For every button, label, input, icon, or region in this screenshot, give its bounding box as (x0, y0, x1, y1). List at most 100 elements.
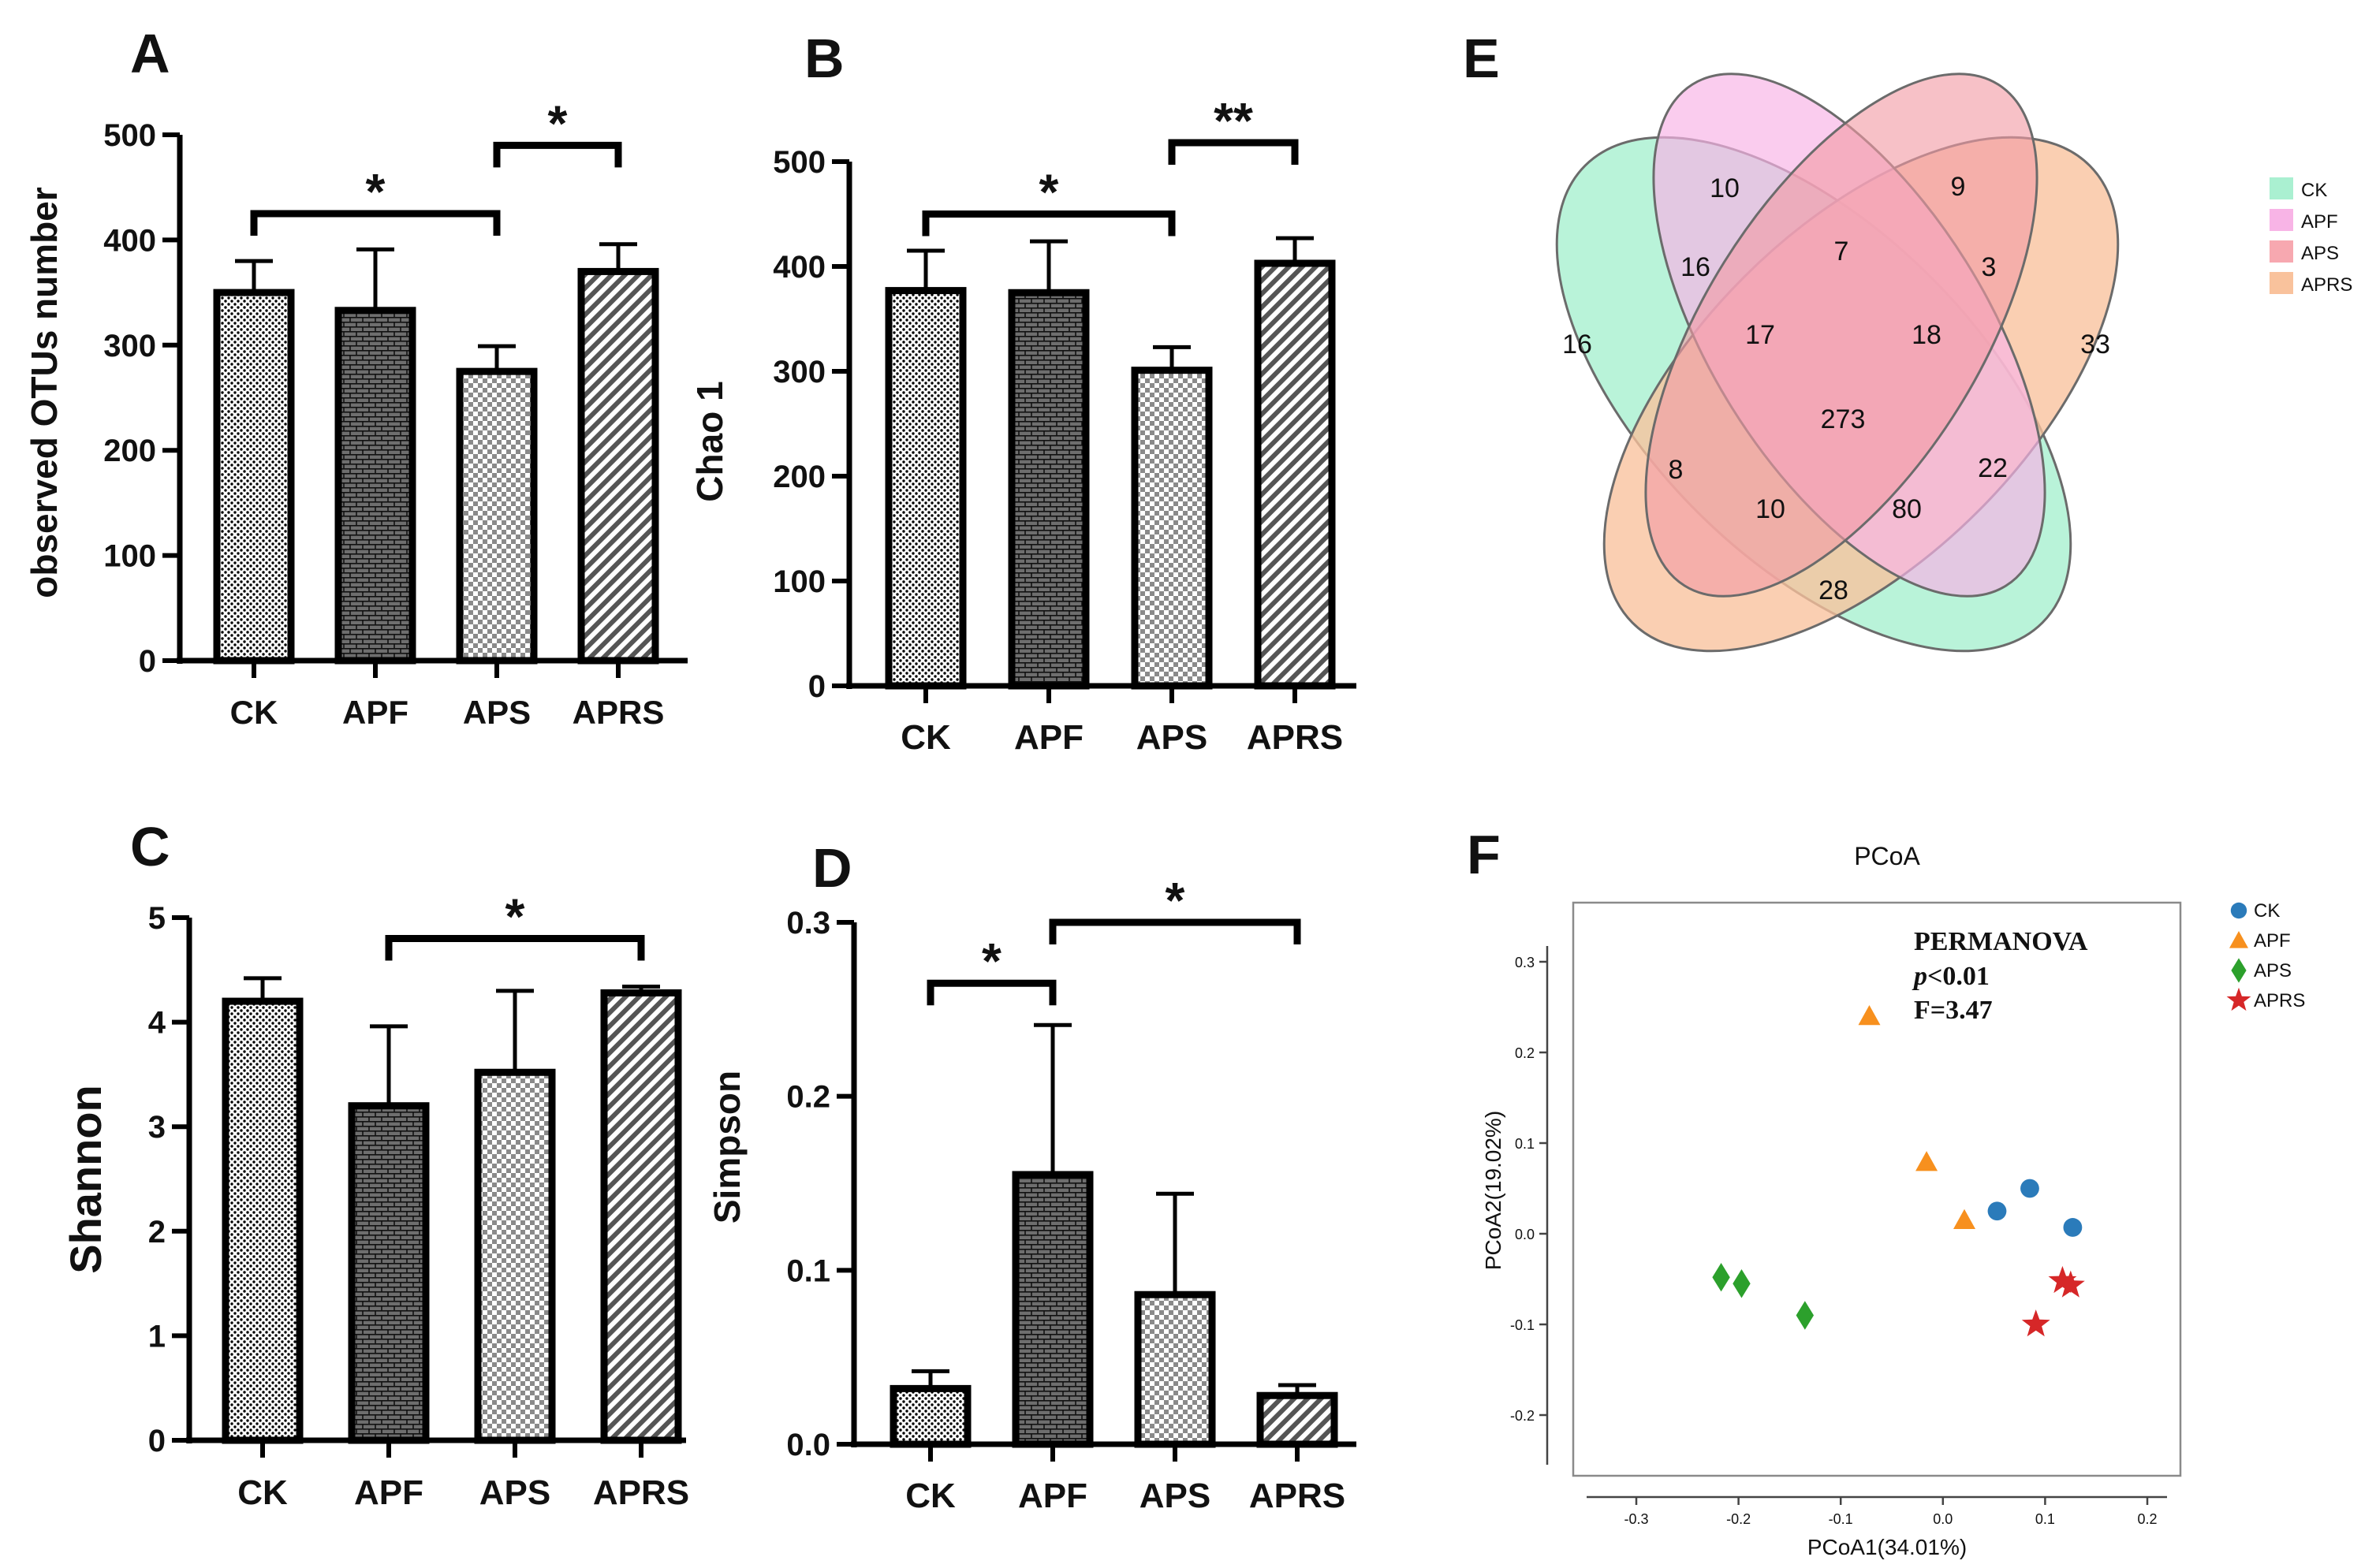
legend-label-apf: APF (2301, 211, 2338, 233)
y-tick-label: 100 (773, 564, 826, 599)
y-tick-label: 1 (148, 1319, 166, 1354)
bar-aps (456, 367, 538, 665)
y-tick-label: 0.0 (786, 1428, 830, 1462)
x-tick-label: CK (901, 718, 951, 757)
pcoa-x-tick-label: -0.2 (1726, 1511, 1751, 1527)
pcoa-point-aps (1796, 1301, 1815, 1330)
venn-region-ck-aps-aprs: 10 (1755, 494, 1785, 524)
venn-region-apf-aps-aprs: 18 (1912, 320, 1941, 350)
pcoa-x-tick-label: -0.1 (1829, 1511, 1853, 1527)
y-tick-label: 100 (103, 539, 156, 574)
x-tick-label: APS (479, 1473, 550, 1512)
significance-bracket (385, 935, 645, 961)
pcoa-point-aprs (2056, 1270, 2085, 1298)
chart-d-simpson: 0.0 0.1 0.2 0.3 CK APF APS APRS * * (786, 872, 1356, 1515)
pcoa-title: PCoA (1854, 842, 1920, 870)
y-tick-label: 0 (139, 644, 156, 679)
pcoa-point-aprs (2021, 1309, 2050, 1337)
venn-legend: CK APF APS APRS (2270, 177, 2352, 296)
x-tick-label: CK (905, 1477, 956, 1515)
y-tick-label: 200 (103, 434, 156, 468)
pcoa-point-apf (1915, 1151, 1938, 1171)
venn-region-apf: 10 (1710, 173, 1740, 203)
venn-region-ck: 16 (1562, 330, 1592, 359)
x-tick-label: APF (354, 1473, 423, 1512)
x-tick-label: APRS (593, 1473, 689, 1512)
y-tick-label: 3 (148, 1110, 166, 1145)
pcoa-legend-label-apf: APF (2254, 930, 2291, 952)
chart-b-ylabel: Chao 1 (689, 381, 730, 501)
pcoa-y-tick-label: 0.3 (1515, 955, 1535, 970)
y-tick-label: 0.1 (786, 1253, 830, 1288)
venn-region-all: 273 (1821, 404, 1866, 434)
venn-region-aps: 9 (1951, 172, 1966, 202)
pcoa-y-tick-label: -0.2 (1510, 1408, 1535, 1424)
pcoa-x-tick-label: -0.3 (1624, 1511, 1648, 1527)
pcoa-point-aps (1733, 1269, 1751, 1298)
pcoa-legend-label-aps: APS (2254, 960, 2292, 981)
significance-label: * (1166, 872, 1185, 929)
chart-c-shannon: 0 1 2 3 4 5 CK APF APS APRS * (148, 888, 689, 1512)
y-tick-label: 2 (148, 1215, 166, 1250)
chart-e-venn: 16 10 9 33 16 7 3 17 18 273 8 22 10 80 2… (1555, 73, 2352, 653)
bar-ck (222, 997, 304, 1444)
y-tick-label: 0.2 (786, 1080, 830, 1115)
venn-region-ck-aprs: 28 (1818, 575, 1848, 605)
venn-region-apf-aprs: 22 (1978, 453, 2008, 483)
y-tick-label: 0.3 (786, 906, 830, 940)
significance-bracket (493, 141, 622, 168)
significance-label: ** (1214, 92, 1253, 149)
significance-bracket (922, 210, 1176, 237)
bar-apf (334, 307, 416, 665)
venn-region-aprs: 33 (2080, 330, 2110, 359)
panel-letter: D (812, 837, 852, 899)
pcoa-y-tick-label: 0.1 (1515, 1136, 1535, 1152)
chart-a-observed-otus: 0 100 200 300 400 500 CK APF APS APRS * * (103, 95, 688, 731)
pcoa-point-aprs (2048, 1265, 2077, 1294)
pcoa-ylabel: PCoA2(19.02%) (1481, 1111, 1505, 1270)
x-tick-label: APRS (1249, 1477, 1345, 1515)
permanova-p-value: p<0.01 (1912, 962, 1990, 991)
y-tick-label: 400 (773, 250, 826, 285)
significance-label: * (1039, 164, 1059, 221)
chart-f-pcoa: PCoA PERMANOVA p<0.01 F=3.47 PCoA1(34.01… (1481, 842, 2305, 1559)
significance-label: * (548, 95, 568, 151)
panel-letter: A (130, 23, 170, 84)
venn-region-ck-apf-aps: 17 (1745, 320, 1775, 350)
panel-letter: E (1463, 28, 1500, 89)
pcoa-legend-label-aprs: APRS (2254, 990, 2305, 1011)
bar-aps (1134, 1291, 1216, 1448)
pcoa-y-tick-label: 0.2 (1515, 1045, 1535, 1061)
y-tick-label: 300 (103, 329, 156, 363)
x-tick-label: APF (1014, 718, 1084, 757)
pcoa-legend-marker-ck (2230, 902, 2247, 919)
x-tick-label: APRS (573, 694, 665, 731)
pcoa-legend-marker-aprs (2226, 987, 2251, 1011)
venn-set-aps (1644, 73, 2038, 598)
significance-label: * (982, 933, 1002, 989)
x-tick-label: APS (1136, 718, 1207, 757)
x-tick-label: CK (230, 694, 278, 731)
significance-bracket (1168, 139, 1299, 166)
legend-label-aps: APS (2301, 243, 2339, 264)
panel-letter: F (1467, 824, 1501, 885)
permanova-f-value: F=3.47 (1914, 996, 1993, 1025)
legend-swatch-ck (2270, 177, 2293, 199)
y-tick-label: 0 (148, 1424, 166, 1458)
x-tick-label: CK (237, 1473, 288, 1512)
pcoa-x-tick-label: 0.1 (2035, 1511, 2055, 1527)
pcoa-point-ck (2063, 1218, 2083, 1237)
pcoa-xlabel: PCoA1(34.01%) (1807, 1535, 1967, 1559)
legend-swatch-apf (2270, 209, 2293, 231)
y-tick-label: 300 (773, 355, 826, 389)
legend-swatch-aps (2270, 240, 2293, 263)
x-tick-label: APS (1140, 1477, 1210, 1515)
bar-aprs (1254, 259, 1336, 690)
x-tick-label: APS (463, 694, 531, 731)
chart-a-ylabel: observed OTUs number (24, 187, 65, 598)
y-tick-label: 500 (103, 118, 156, 153)
x-tick-label: APRS (1247, 718, 1343, 757)
bar-aprs (600, 989, 682, 1444)
pcoa-y-tick-label: 0.0 (1515, 1227, 1535, 1242)
y-tick-label: 500 (773, 145, 826, 180)
